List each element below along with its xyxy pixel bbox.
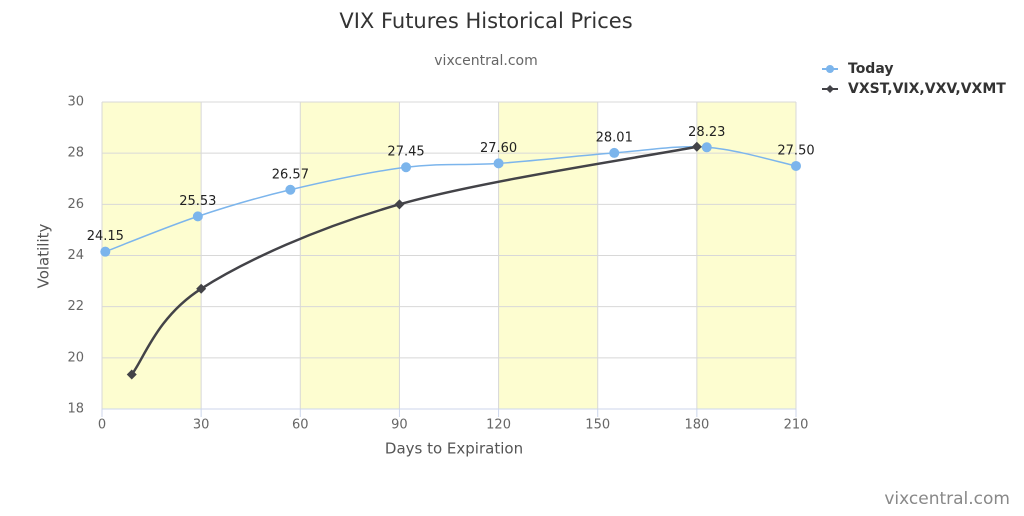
data-label: 26.57 — [272, 167, 309, 182]
marker — [192, 211, 203, 222]
marker — [401, 162, 412, 173]
marker — [100, 246, 111, 257]
y-tick-label: 26 — [67, 197, 84, 212]
data-label: 28.23 — [688, 125, 725, 140]
x-tick-label: 60 — [292, 418, 309, 433]
marker — [609, 147, 620, 158]
marker — [826, 85, 834, 93]
series-line — [130, 145, 698, 376]
x-tick-label: 180 — [684, 418, 709, 433]
x-tick-label: 120 — [486, 418, 511, 433]
data-label: 27.45 — [387, 145, 424, 160]
marker — [826, 65, 834, 73]
legend-label: Today — [848, 61, 893, 77]
y-tick-label: 30 — [67, 95, 84, 110]
marker — [701, 142, 712, 153]
y-tick-label: 22 — [67, 299, 84, 314]
y-tick-label: 24 — [67, 248, 84, 263]
x-tick-label: 210 — [784, 418, 809, 433]
y-tick-label: 18 — [67, 402, 84, 417]
marker — [493, 158, 504, 169]
marker — [394, 199, 405, 210]
x-tick-label: 0 — [98, 418, 106, 433]
data-label: 24.15 — [87, 229, 124, 244]
x-axis-title: Days to Expiration — [385, 440, 523, 458]
chart-subtitle: vixcentral.com — [434, 53, 537, 69]
x-tick-label: 150 — [585, 418, 610, 433]
y-tick-label: 20 — [67, 350, 84, 365]
x-tick-label: 90 — [391, 418, 408, 433]
x-tick-label: 30 — [193, 418, 210, 433]
chart-title: VIX Futures Historical Prices — [339, 9, 632, 33]
legend-label: VXST,VIX,VXV,VXMT — [848, 81, 1006, 97]
credit: vixcentral.com — [884, 489, 1010, 509]
y-axis-title: Volatility — [35, 223, 53, 288]
marker — [126, 369, 137, 380]
marker — [791, 160, 801, 171]
marker — [285, 184, 296, 195]
marker — [196, 283, 207, 294]
data-label: 27.50 — [777, 143, 814, 158]
data-label: 25.53 — [179, 194, 216, 209]
data-label: 28.01 — [596, 130, 633, 145]
data-label: 27.60 — [480, 141, 517, 156]
y-tick-label: 28 — [67, 146, 84, 161]
marker — [691, 141, 702, 152]
